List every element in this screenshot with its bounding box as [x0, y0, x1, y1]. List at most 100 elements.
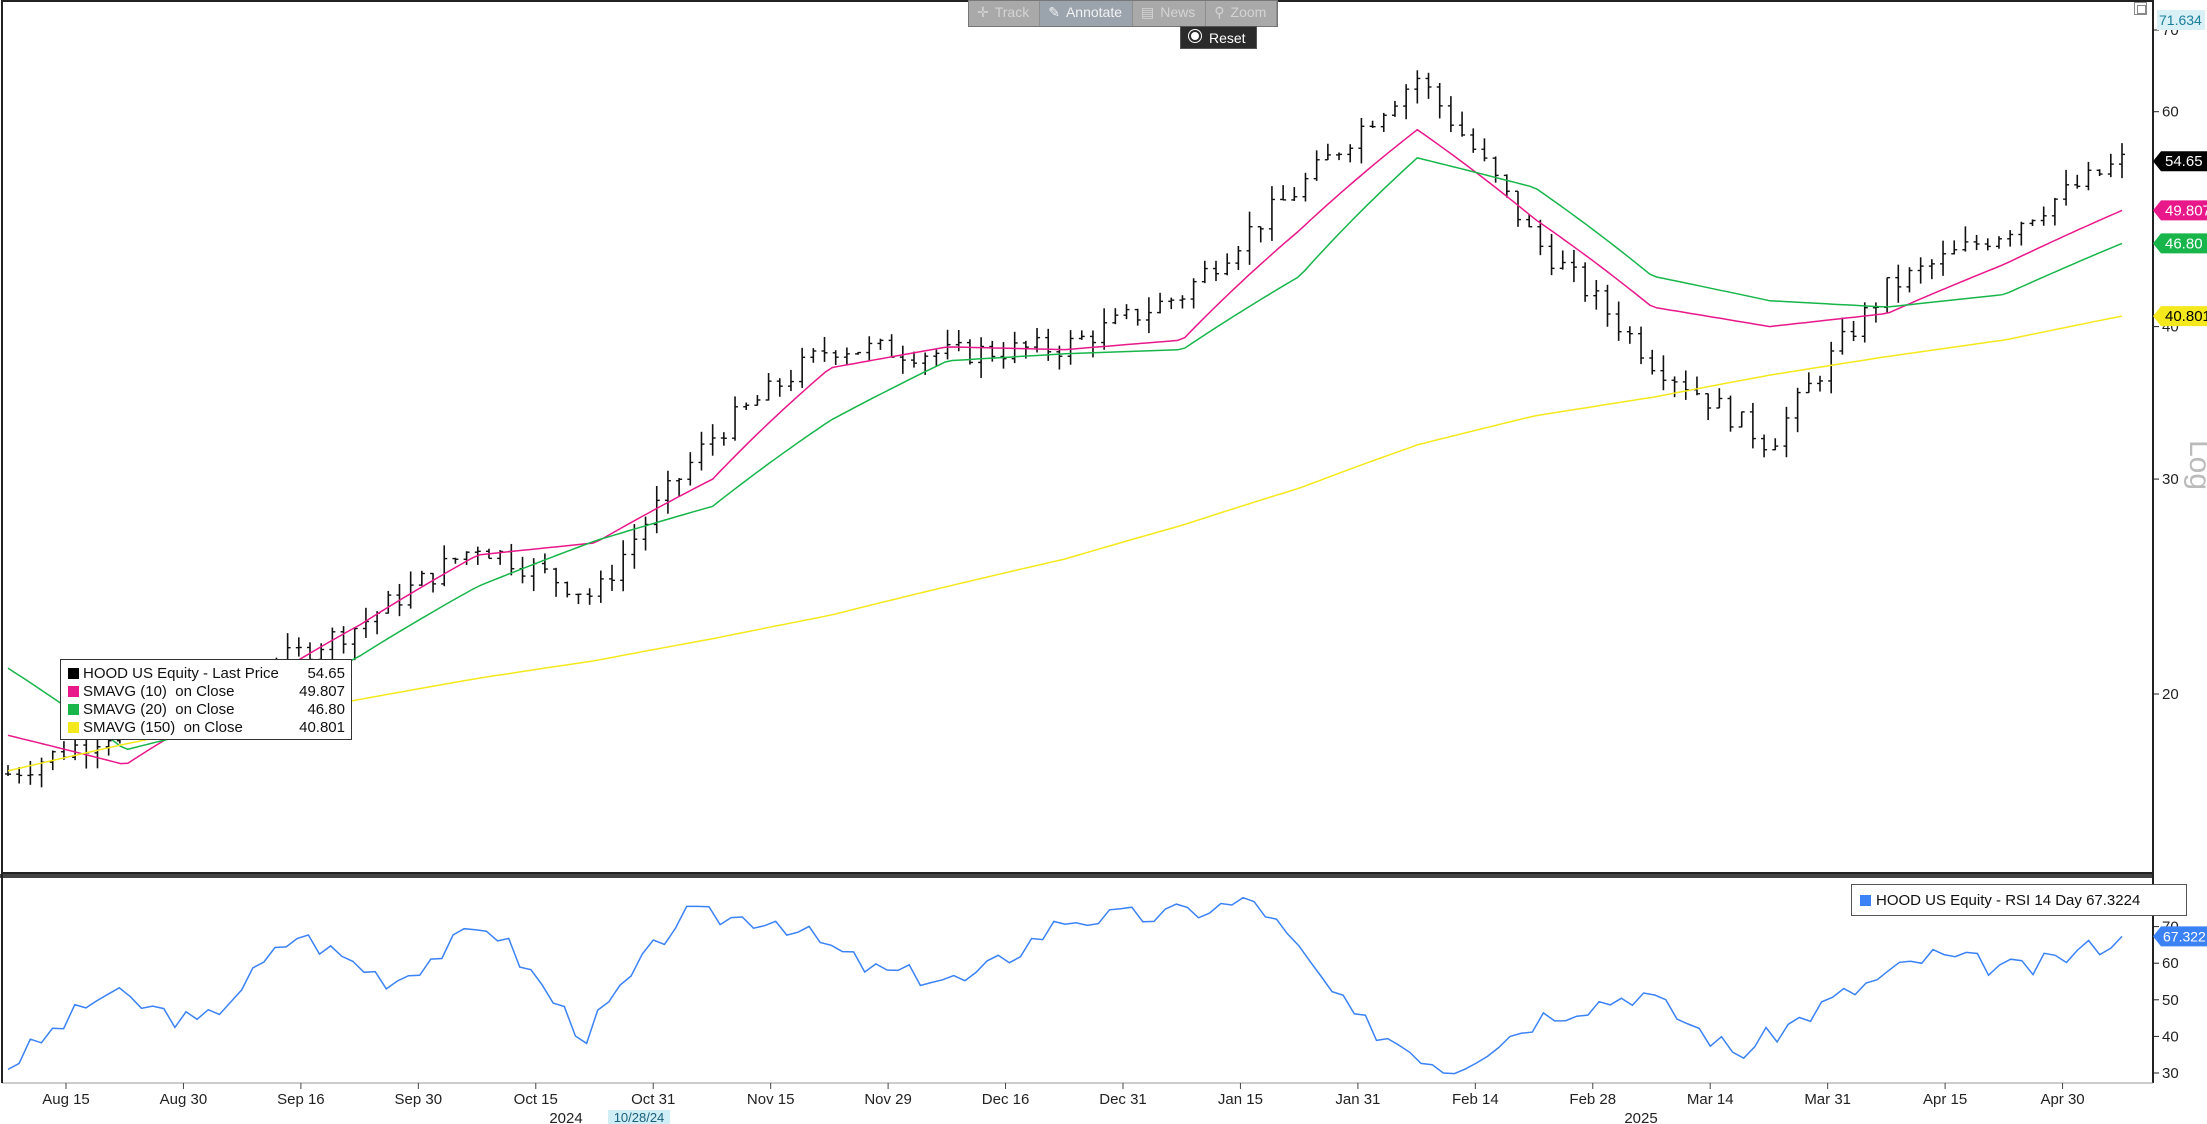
ohlc-bar — [1850, 320, 1857, 342]
ohlc-bar — [2029, 219, 2036, 226]
ohlc-bar — [799, 347, 806, 388]
ohlc-bar — [1280, 185, 1287, 201]
x-axis-year-label: 2025 — [1624, 1110, 1657, 1124]
ohlc-bar — [866, 336, 873, 362]
zoom-button[interactable]: ⚲ Zoom — [1206, 1, 1278, 26]
ohlc-bar — [1559, 250, 1566, 270]
price-value-tag-shape — [2153, 200, 2207, 221]
crosshair-icon: ✛ — [977, 4, 989, 20]
x-axis-year-label: 2024 — [549, 1110, 582, 1124]
ohlc-bar — [1268, 186, 1275, 241]
ohlc-bar — [2096, 169, 2103, 177]
ohlc-bar — [1246, 211, 1253, 265]
top-value-tag-label: 71.634 — [2159, 12, 2202, 28]
ohlc-bar — [1649, 349, 1656, 375]
ohlc-bar — [351, 627, 358, 661]
ohlc-bar — [1045, 328, 1052, 361]
ohlc-bar — [1391, 100, 1398, 117]
legend-swatch-smavg-10 — [68, 685, 79, 697]
ohlc-bar — [720, 432, 727, 446]
ohlc-bar — [1962, 226, 1969, 252]
ohlc-bar — [966, 339, 973, 365]
rsi-value-tag: 67.322 — [2153, 926, 2207, 947]
ohlc-bar — [676, 478, 683, 497]
ohlc-bar — [1291, 187, 1298, 201]
ohlc-bar — [609, 564, 615, 591]
price-panel-frame — [1, 0, 2154, 874]
rsi-line — [7, 896, 2123, 1075]
price-value-tag-label: 49.807 — [2165, 202, 2207, 219]
price-value-tag: 40.801 — [2153, 306, 2207, 327]
ohlc-bar — [340, 626, 347, 654]
x-axis-date-label: Apr 30 — [2040, 1091, 2084, 1108]
ohlc-bar — [698, 431, 705, 471]
ohlc-bar — [1235, 245, 1242, 271]
x-axis-date-label: Apr 15 — [1923, 1091, 1967, 1108]
reset-button[interactable]: Reset — [1180, 26, 1257, 49]
x-axis-date-label: Mar 31 — [1804, 1091, 1851, 1108]
ohlc-bar — [1257, 226, 1264, 243]
price-value-tag-label: 40.801 — [2165, 308, 2207, 325]
ohlc-bar — [1324, 143, 1331, 161]
ohlc-bar — [1459, 111, 1466, 137]
ohlc-bar — [94, 739, 101, 769]
ohlc-bar — [1705, 393, 1712, 421]
legend-item-smavg-150: SMAVG (150) on Close 40.801 — [67, 718, 345, 736]
ohlc-bar — [1928, 259, 1935, 280]
x-axis-date-label: Mar 14 — [1687, 1091, 1734, 1108]
ohlc-bar — [1660, 355, 1667, 391]
chart-settings-icon[interactable] — [2134, 2, 2147, 15]
ohlc-bar — [1358, 117, 1365, 164]
ohlc-bar — [1682, 370, 1689, 400]
top-value-tag — [2157, 10, 2205, 30]
ohlc-bar — [1369, 120, 1376, 128]
price-value-tag-label: 46.80 — [2165, 235, 2203, 252]
x-axis-date-label: Dec 31 — [1099, 1091, 1147, 1108]
ohlc-bar — [463, 551, 470, 565]
ohlc-bar — [385, 590, 392, 614]
ohlc-bar — [2007, 230, 2014, 247]
ohlc-bar — [72, 737, 79, 761]
rsi-legend[interactable]: HOOD US Equity - RSI 14 Day 67.3224 — [1851, 884, 2187, 916]
ohlc-bar — [911, 351, 917, 368]
ohlc-bar — [631, 524, 638, 569]
ohlc-bar — [1213, 260, 1219, 282]
x-axis-date-label: Jan 15 — [1218, 1091, 1263, 1108]
annotate-button[interactable]: ✎ Annotate — [1040, 1, 1134, 26]
ohlc-bar — [955, 329, 962, 352]
ohlc-bar — [553, 567, 560, 597]
ohlc-bar — [1403, 84, 1410, 120]
ohlc-bar — [810, 348, 817, 363]
ohlc-bar — [765, 373, 772, 401]
ohlc-bar — [1727, 395, 1734, 432]
ohlc-bar — [821, 336, 828, 362]
legend-item-smavg-20: SMAVG (20) on Close 46.80 — [67, 700, 345, 718]
rsi-value-tag-label: 67.322 — [2163, 928, 2206, 944]
ohlc-bar — [1548, 233, 1555, 276]
price-value-tag-shape — [2153, 233, 2207, 254]
news-button[interactable]: ▤ News — [1133, 1, 1207, 26]
x-axis-date-label: Jan 31 — [1335, 1091, 1380, 1108]
ohlc-bar — [1134, 308, 1141, 326]
smavg-150-line — [7, 315, 2123, 772]
price-legend[interactable]: HOOD US Equity - Last Price 54.65 SMAVG … — [60, 659, 352, 740]
rsi-axis-tick-label: 50 — [2162, 992, 2179, 1009]
ohlc-bar — [1067, 330, 1074, 365]
ohlc-bar — [978, 337, 985, 379]
x-axis-date-label: Aug 15 — [42, 1091, 90, 1108]
ohlc-bar — [1526, 214, 1533, 228]
reset-icon — [1189, 30, 1201, 42]
price-value-tag-label: 54.65 — [2165, 153, 2203, 170]
ohlc-bar — [407, 571, 414, 609]
ohlc-bar — [843, 347, 850, 366]
price-axis-tick-label: 20 — [2162, 686, 2179, 703]
ohlc-bar — [430, 572, 437, 593]
price-axis-tick-label: 30 — [2162, 471, 2179, 488]
x-axis-date-label: Oct 15 — [514, 1091, 558, 1108]
ohlc-bar — [709, 424, 716, 456]
ohlc-bar — [1906, 267, 1913, 293]
track-button[interactable]: ✛ Track — [969, 1, 1041, 26]
ohlc-bar — [1839, 317, 1846, 355]
ohlc-bar — [586, 588, 593, 605]
